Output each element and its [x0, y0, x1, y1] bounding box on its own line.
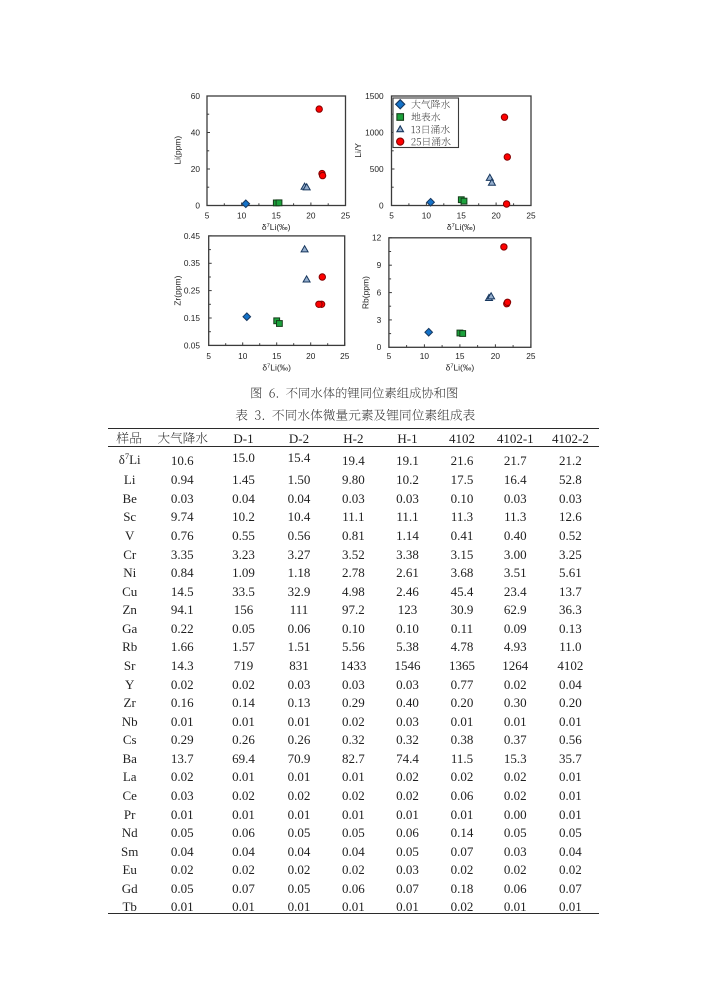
svg-text:δ7Li(‰): δ7Li(‰) — [446, 363, 475, 373]
svg-text:0: 0 — [195, 200, 200, 210]
svg-text:40: 40 — [191, 127, 201, 137]
svg-text:10: 10 — [422, 211, 432, 221]
svg-text:0.45: 0.45 — [184, 231, 201, 241]
svg-text:δ7Li(‰): δ7Li(‰) — [447, 222, 476, 232]
svg-text:5: 5 — [205, 211, 210, 221]
svg-text:20: 20 — [306, 351, 316, 361]
svg-text:25: 25 — [341, 211, 351, 221]
svg-text:60: 60 — [191, 91, 201, 101]
svg-text:Rb(ppm): Rb(ppm) — [360, 276, 370, 309]
svg-text:10: 10 — [237, 211, 247, 221]
svg-text:0.35: 0.35 — [184, 258, 201, 268]
svg-text:6: 6 — [377, 287, 382, 297]
svg-text:15: 15 — [272, 351, 282, 361]
svg-text:10: 10 — [420, 351, 430, 361]
svg-text:5: 5 — [206, 351, 211, 361]
svg-text:15: 15 — [455, 351, 465, 361]
svg-text:20: 20 — [306, 211, 316, 221]
svg-text:20: 20 — [491, 211, 501, 221]
svg-text:Zr(ppm): Zr(ppm) — [172, 275, 182, 305]
svg-text:3: 3 — [377, 315, 382, 325]
svg-text:δ7Li(‰): δ7Li(‰) — [262, 222, 291, 232]
svg-text:9: 9 — [377, 260, 382, 270]
svg-text:0.25: 0.25 — [184, 286, 201, 296]
svg-text:1500: 1500 — [365, 91, 384, 101]
svg-text:15: 15 — [457, 211, 467, 221]
svg-text:25: 25 — [526, 351, 536, 361]
svg-text:0: 0 — [377, 342, 382, 352]
svg-text:0.05: 0.05 — [184, 340, 201, 350]
svg-text:Li(ppm): Li(ppm) — [172, 136, 182, 165]
svg-text:12: 12 — [372, 233, 382, 243]
svg-text:5: 5 — [389, 211, 394, 221]
svg-text:0.15: 0.15 — [184, 313, 201, 323]
svg-text:500: 500 — [370, 164, 384, 174]
svg-text:10: 10 — [238, 351, 248, 361]
svg-text:5: 5 — [387, 351, 392, 361]
svg-text:25: 25 — [526, 211, 536, 221]
svg-text:25: 25 — [340, 351, 350, 361]
svg-text:Li/Y: Li/Y — [353, 143, 363, 158]
svg-text:δ7Li(‰): δ7Li(‰) — [262, 363, 291, 373]
svg-text:1000: 1000 — [365, 127, 384, 137]
svg-text:15: 15 — [272, 211, 282, 221]
svg-text:20: 20 — [191, 164, 201, 174]
svg-text:0: 0 — [379, 200, 384, 210]
svg-text:20: 20 — [491, 351, 501, 361]
